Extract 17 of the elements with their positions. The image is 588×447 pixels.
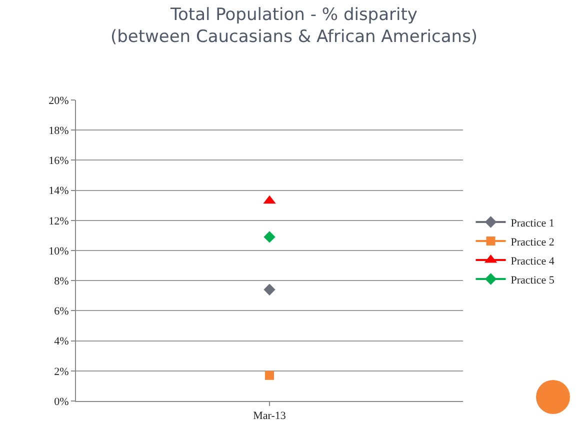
y-tick-label: 6% xyxy=(54,306,69,318)
y-tick-label: 4% xyxy=(54,336,69,348)
chart-title: Total Population - % disparity (between Caucasians & African Americans) xyxy=(110,5,478,48)
y-tick-label: 0% xyxy=(54,396,69,408)
y-tick-label: 20% xyxy=(48,94,69,107)
y-tick-label: 10% xyxy=(48,245,69,258)
legend-label: Practice 2 xyxy=(510,236,554,248)
y-tick-label: 8% xyxy=(54,275,69,288)
y-tick-label: 18% xyxy=(48,124,69,137)
y-tick-label: 16% xyxy=(48,155,69,168)
y-tick-label: 2% xyxy=(54,366,69,378)
x-tick-label: Mar-13 xyxy=(253,410,286,422)
legend-label: Practice 5 xyxy=(510,274,555,286)
legend-label: Practice 1 xyxy=(510,217,554,230)
legend-label: Practice 4 xyxy=(510,255,555,268)
y-tick-label: 12% xyxy=(48,215,69,228)
y-tick-label: 14% xyxy=(48,185,69,198)
